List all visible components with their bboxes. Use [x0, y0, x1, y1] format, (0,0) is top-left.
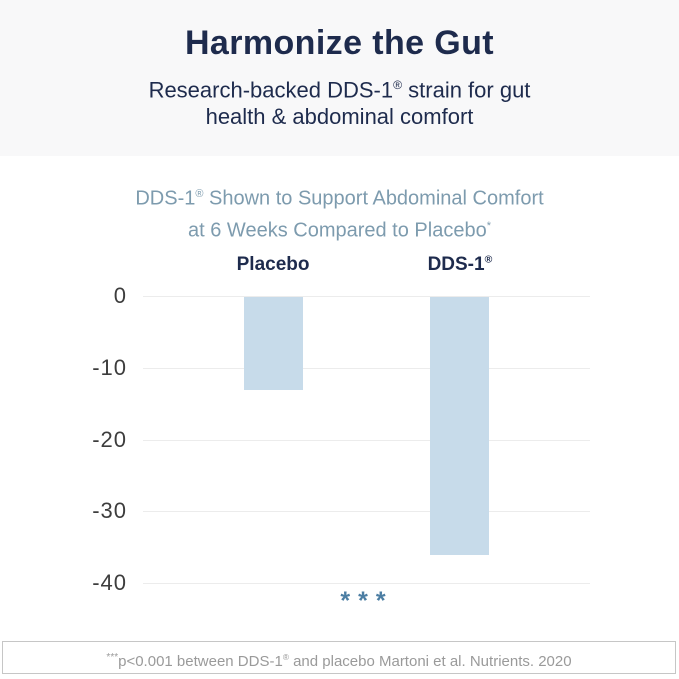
y-tick-label--20: -20	[92, 426, 127, 452]
chart-title-line-2-text: at 6 Weeks Compared to Placebo	[188, 219, 487, 242]
y-axis-tick-labels: 0 -10 -20 -30 -40	[0, 283, 127, 595]
gridline--40	[143, 583, 590, 584]
gridline--20	[143, 439, 590, 441]
bar-placebo	[243, 297, 303, 391]
gridline-0	[143, 296, 590, 297]
header-banner: Harmonize the Gut Research-backed DDS-1®…	[0, 0, 679, 156]
y-tick-label--30: -30	[92, 498, 127, 524]
gridline--10	[143, 367, 590, 369]
bar-label-placebo: Placebo	[236, 254, 310, 275]
bar-label-dds1: DDS-1®	[427, 254, 493, 275]
y-tick-label--10: -10	[92, 354, 127, 380]
chart-title-footnote-marker: *	[486, 219, 491, 232]
footnote-box: ***p<0.001 between DDS-1® and placebo Ma…	[2, 641, 676, 674]
subtitle-line-2: health & abdominal comfort	[205, 104, 474, 130]
chart-title: DDS-1® Shown to Support Abdominal Comfor…	[0, 181, 679, 244]
page-title: Harmonize the Gut	[184, 24, 495, 62]
subtitle-line-1: Research-backed DDS-1® strain for gut	[148, 77, 531, 103]
chart-title-line-1: DDS-1® Shown to Support Abdominal Comfor…	[135, 187, 544, 210]
bar-dds1	[430, 297, 490, 556]
significance-marker: ***	[340, 587, 394, 615]
footnote-asterisks: ***	[106, 652, 119, 663]
page-subtitle: Research-backed DDS-1® strain for gut he…	[0, 72, 679, 130]
bar-chart-plot-area	[143, 296, 590, 584]
chart-title-line-2: at 6 Weeks Compared to Placebo*	[0, 213, 679, 245]
y-tick-label--40: -40	[92, 570, 127, 595]
y-tick-label-0: 0	[113, 283, 127, 308]
gridline--30	[143, 511, 590, 513]
footnote-text: p<0.001 between DDS-1® and placebo Marto…	[118, 653, 572, 670]
